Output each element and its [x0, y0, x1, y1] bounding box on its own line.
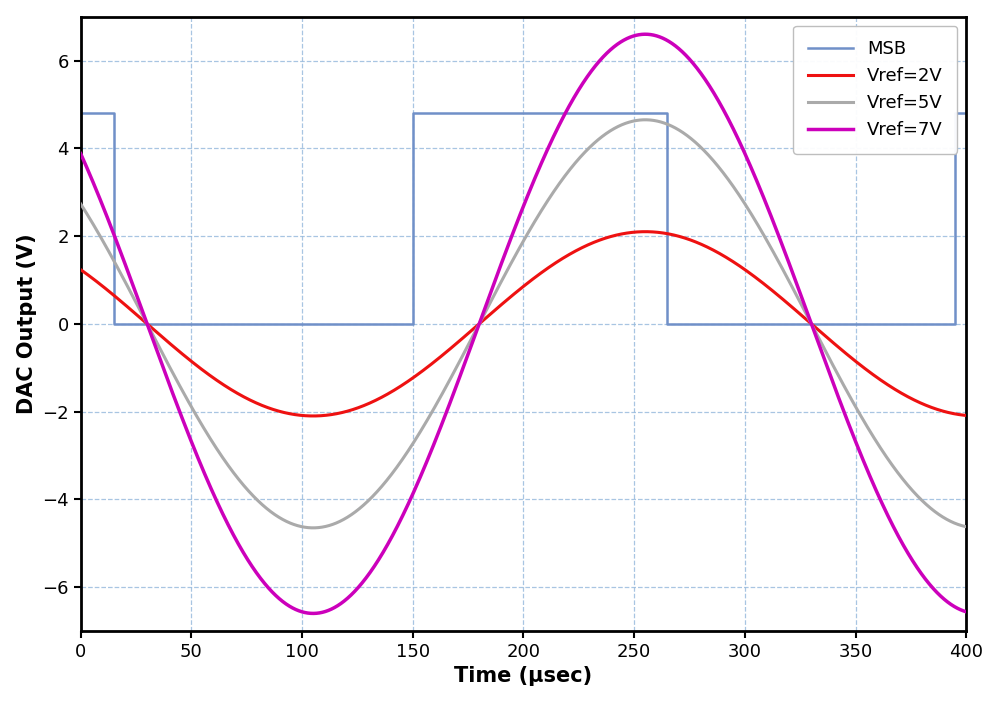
Vref=5V: [307, 524, 319, 532]
MSB: [949, 320, 961, 328]
X-axis label: Time (μsec): Time (μsec): [454, 666, 593, 686]
Vref=7V: [128, 283, 140, 291]
Vref=7V: [79, 158, 91, 167]
MSB: [407, 109, 419, 117]
Y-axis label: DAC Output (V): DAC Output (V): [17, 233, 37, 414]
Line: Vref=2V: Vref=2V: [81, 232, 966, 416]
Vref=7V: [248, 565, 260, 574]
MSB: [75, 109, 87, 117]
Line: MSB: MSB: [81, 113, 966, 324]
Vref=2V: [111, 294, 123, 302]
MSB: [960, 109, 972, 117]
Vref=2V: [79, 269, 91, 277]
Legend: MSB, Vref=2V, Vref=5V, Vref=7V: MSB, Vref=2V, Vref=5V, Vref=7V: [793, 26, 957, 154]
Vref=5V: [914, 494, 926, 502]
Vref=2V: [307, 412, 319, 420]
Vref=5V: [508, 254, 520, 263]
Vref=2V: [914, 399, 926, 407]
Vref=7V: [914, 567, 926, 575]
Vref=7V: [307, 610, 319, 618]
Vref=5V: [75, 200, 87, 208]
Vref=5V: [111, 263, 123, 271]
MSB: [661, 109, 673, 117]
Vref=5V: [79, 206, 91, 214]
Vref=2V: [128, 308, 140, 316]
Vref=2V: [75, 266, 87, 274]
Vref=7V: [111, 239, 123, 247]
Vref=7V: [508, 227, 520, 236]
Vref=7V: [639, 30, 651, 39]
MSB: [949, 109, 961, 117]
Vref=2V: [508, 290, 520, 299]
Vref=2V: [248, 398, 260, 406]
MSB: [108, 109, 120, 117]
Vref=2V: [960, 411, 972, 420]
Vref=5V: [248, 493, 260, 501]
Vref=5V: [128, 294, 140, 302]
Vref=7V: [960, 607, 972, 616]
Vref=2V: [639, 228, 651, 236]
Line: Vref=7V: Vref=7V: [81, 34, 966, 614]
Line: Vref=5V: Vref=5V: [81, 120, 966, 528]
Vref=5V: [639, 115, 651, 124]
MSB: [661, 320, 673, 328]
Vref=5V: [960, 522, 972, 531]
MSB: [108, 320, 120, 328]
MSB: [407, 320, 419, 328]
Vref=7V: [75, 149, 87, 157]
